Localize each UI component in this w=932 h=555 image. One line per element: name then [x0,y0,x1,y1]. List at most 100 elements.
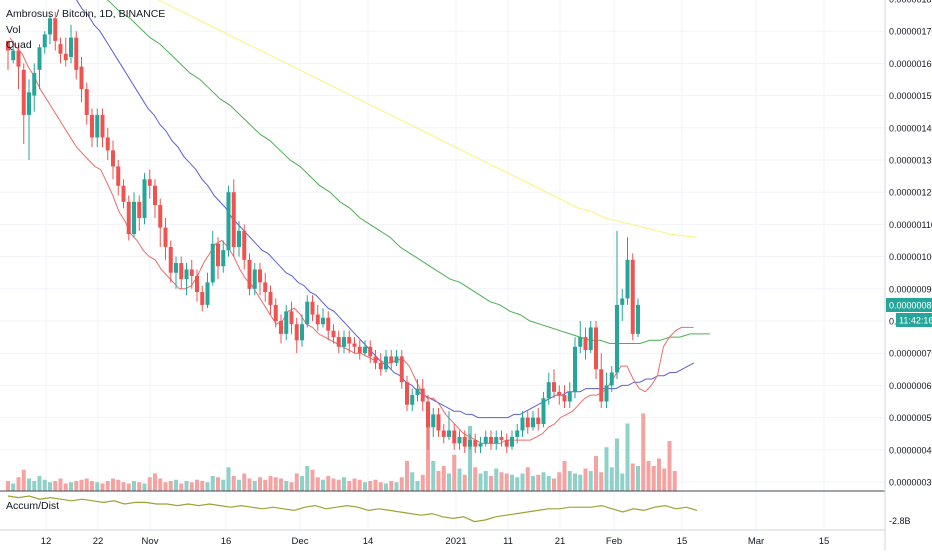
candle-body[interactable] [630,259,635,334]
candle-body[interactable] [520,417,525,431]
candle-body[interactable] [305,301,310,325]
candle-body[interactable] [525,417,530,428]
candle-body[interactable] [578,337,583,347]
candle-body[interactable] [441,430,446,437]
candle-body[interactable] [53,18,58,41]
candle-body[interactable] [116,166,121,186]
candle-body[interactable] [315,314,320,325]
candle-body[interactable] [221,250,226,267]
candle-body[interactable] [294,324,299,341]
candle-body[interactable] [531,417,535,428]
candle-body[interactable] [336,337,341,347]
candle-body[interactable] [147,179,152,186]
candle-body[interactable] [321,317,325,325]
candle-body[interactable] [179,263,184,280]
candle-body[interactable] [420,388,425,402]
candle-body[interactable] [552,382,556,392]
candle-body[interactable] [625,259,630,299]
candle-body[interactable] [205,282,210,305]
candle-body[interactable] [210,243,215,283]
candle-body[interactable] [48,18,52,35]
candle-body[interactable] [573,346,577,392]
candle-body[interactable] [189,269,194,276]
candle-body[interactable] [567,391,572,402]
candle-body[interactable] [426,401,430,428]
candle-body[interactable] [615,304,619,373]
candle-body[interactable] [326,317,331,331]
candle-body[interactable] [21,69,26,115]
candle-body[interactable] [405,382,409,405]
candle-body[interactable] [594,327,598,370]
candle-body[interactable] [58,44,63,54]
candle-body[interactable] [394,356,399,363]
candle-body[interactable] [546,382,551,399]
candle-body[interactable] [588,327,593,350]
candle-body[interactable] [352,343,357,347]
candle-body[interactable] [263,282,268,293]
candle-body[interactable] [478,443,483,447]
candle-body[interactable] [483,436,488,444]
candle-body[interactable] [268,292,273,305]
candle-body[interactable] [373,356,378,363]
candle-body[interactable] [636,304,640,334]
candle-body[interactable] [90,114,94,138]
candle-body[interactable] [363,346,367,354]
candle-body[interactable] [200,292,205,305]
candle-body[interactable] [258,269,262,283]
candle-body[interactable] [27,92,31,115]
candle-body[interactable] [289,311,294,325]
candle-body[interactable] [499,436,504,441]
candle-body[interactable] [300,324,304,341]
candle-body[interactable] [494,436,499,444]
candle-body[interactable] [452,430,457,444]
candle-body[interactable] [436,414,441,431]
candle-body[interactable] [384,356,388,370]
candle-body[interactable] [347,337,352,344]
candle-body[interactable] [252,269,257,289]
candle-body[interactable] [468,440,472,447]
candle-body[interactable] [237,230,241,247]
candle-body[interactable] [620,298,625,305]
candle-body[interactable] [95,114,100,138]
candle-body[interactable] [447,430,451,437]
candle-body[interactable] [504,440,509,447]
candle-body[interactable] [37,47,42,70]
candle-body[interactable] [368,346,373,357]
candle-body[interactable] [231,192,236,247]
candle-body[interactable] [284,311,289,334]
candle-body[interactable] [74,37,79,70]
volume-legend[interactable]: Vol [6,24,21,36]
candle-body[interactable] [153,185,157,206]
candle-body[interactable] [541,398,546,425]
candle-body[interactable] [331,330,336,338]
candle-body[interactable] [599,369,604,402]
candle-body[interactable] [431,414,436,428]
candle-body[interactable] [609,372,614,386]
candle-body[interactable] [310,301,315,315]
candle-body[interactable] [410,395,415,405]
candle-body[interactable] [357,346,362,354]
candle-body[interactable] [105,137,110,151]
candle-body[interactable] [489,436,493,444]
candle-body[interactable] [11,50,16,61]
candle-body[interactable] [242,230,247,260]
candle-body[interactable] [111,150,115,167]
candle-body[interactable] [510,436,514,447]
candle-body[interactable] [462,436,467,447]
candle-body[interactable] [126,201,131,235]
candle-body[interactable] [184,269,189,280]
candle-body[interactable] [132,201,136,235]
candle-body[interactable] [583,337,588,350]
candle-body[interactable] [515,430,520,437]
candle-body[interactable] [195,275,199,293]
candle-body[interactable] [473,440,478,447]
candle-body[interactable] [389,356,394,363]
candle-body[interactable] [174,263,178,273]
candle-body[interactable] [121,185,126,202]
candle-body[interactable] [142,179,147,218]
candle-body[interactable] [32,73,37,96]
candle-body[interactable] [168,246,173,273]
candle-body[interactable] [378,362,383,370]
candle-body[interactable] [342,337,346,347]
